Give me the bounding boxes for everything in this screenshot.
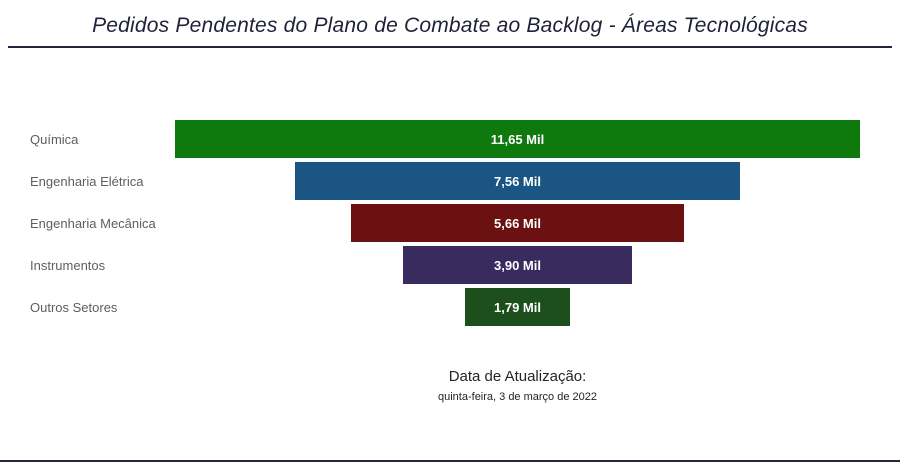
funnel-bar[interactable]: 1,79 Mil — [464, 288, 571, 326]
funnel-row: Instrumentos 3,90 Mil — [30, 246, 860, 284]
bar-value-label: 5,66 Mil — [494, 215, 541, 231]
update-footer: Data de Atualização: quinta-feira, 3 de … — [175, 368, 860, 403]
category-label: Outros Setores — [30, 299, 118, 315]
funnel-bar[interactable]: 11,65 Mil — [175, 120, 860, 158]
funnel-bar[interactable]: 3,90 Mil — [402, 246, 633, 284]
update-label: Data de Atualização: — [448, 368, 587, 385]
category-label: Química — [30, 131, 79, 147]
bar-value-label: 1,79 Mil — [494, 299, 541, 315]
bar-value-label: 3,90 Mil — [494, 257, 541, 273]
chart-header: Pedidos Pendentes do Plano de Combate ao… — [8, 0, 892, 48]
category-label: Instrumentos — [30, 257, 106, 273]
plot-area: 1,79 Mil — [175, 288, 860, 326]
plot-area: 3,90 Mil — [175, 246, 860, 284]
bottom-divider — [0, 460, 900, 462]
funnel-row: Engenharia Mecânica 5,66 Mil — [30, 204, 860, 242]
plot-area: 5,66 Mil — [175, 204, 860, 242]
plot-area: 7,56 Mil — [175, 162, 860, 200]
update-date: quinta-feira, 3 de março de 2022 — [438, 391, 597, 403]
category-label: Engenharia Elétrica — [30, 173, 144, 189]
bar-value-label: 11,65 Mil — [490, 131, 545, 147]
funnel-row: Outros Setores 1,79 Mil — [30, 288, 860, 326]
bar-value-label: 7,56 Mil — [494, 173, 541, 189]
plot-area: 11,65 Mil — [175, 120, 860, 158]
category-label: Engenharia Mecânica — [30, 215, 156, 231]
funnel-bar[interactable]: 7,56 Mil — [295, 162, 740, 200]
funnel-bar[interactable]: 5,66 Mil — [351, 204, 684, 242]
funnel-row: Engenharia Elétrica 7,56 Mil — [30, 162, 860, 200]
chart-title: Pedidos Pendentes do Plano de Combate ao… — [92, 14, 808, 37]
funnel-chart: Química 11,65 Mil Engenharia Elétrica 7,… — [0, 120, 900, 326]
funnel-row: Química 11,65 Mil — [30, 120, 860, 158]
